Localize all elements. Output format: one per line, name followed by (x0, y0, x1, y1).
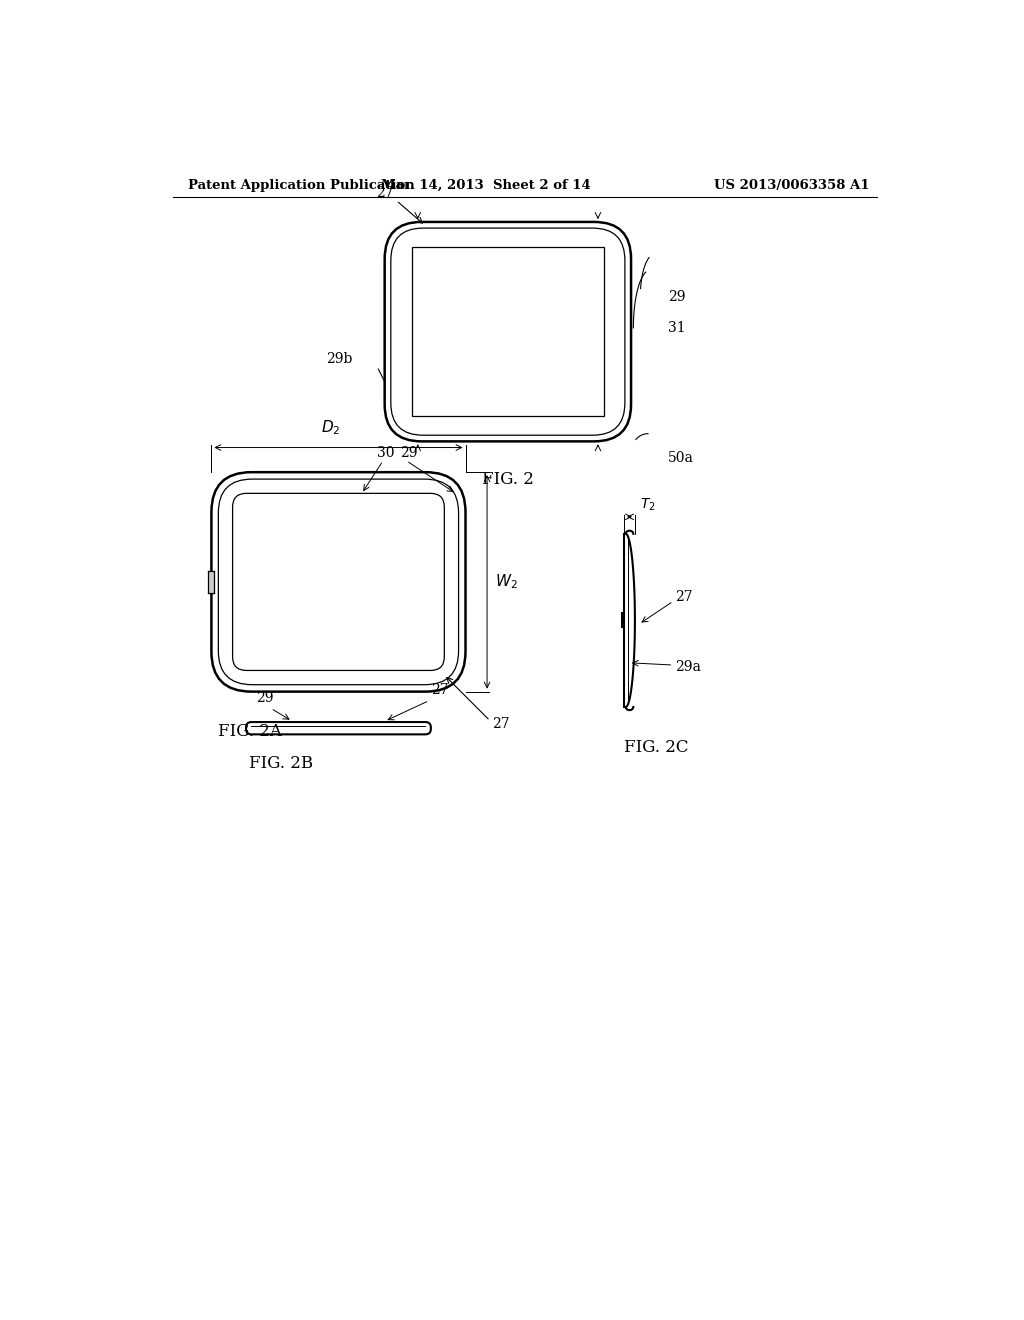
Text: US 2013/0063358 A1: US 2013/0063358 A1 (715, 178, 869, 191)
Text: 27: 27 (493, 717, 510, 731)
Text: Patent Application Publication: Patent Application Publication (188, 178, 415, 191)
Text: 31: 31 (668, 321, 686, 335)
Bar (412, 247, 604, 416)
Text: 30: 30 (377, 446, 394, 459)
Text: $W_2$: $W_2$ (495, 573, 517, 591)
Text: 29: 29 (668, 290, 685, 304)
Text: 27: 27 (376, 186, 393, 199)
FancyBboxPatch shape (246, 722, 431, 734)
Bar (208, 572, 214, 593)
Text: 27: 27 (675, 590, 692, 605)
Text: 29a: 29a (675, 660, 700, 673)
Text: FIG. 2A: FIG. 2A (218, 723, 282, 741)
Text: FIG. 2: FIG. 2 (482, 471, 534, 488)
Text: $D_2$: $D_2$ (322, 418, 340, 437)
Text: 27: 27 (431, 684, 449, 697)
Text: FIG. 2C: FIG. 2C (625, 739, 689, 755)
FancyBboxPatch shape (211, 473, 466, 692)
Text: 29: 29 (257, 692, 274, 705)
Bar (240, 498, 437, 508)
Text: 29: 29 (400, 446, 418, 459)
Text: Mar. 14, 2013  Sheet 2 of 14: Mar. 14, 2013 Sheet 2 of 14 (381, 178, 591, 191)
Bar (240, 656, 437, 667)
Text: 29b: 29b (326, 351, 352, 366)
Text: FIG. 2B: FIG. 2B (249, 755, 312, 772)
Text: $T_2$: $T_2$ (640, 496, 656, 513)
FancyBboxPatch shape (391, 228, 625, 436)
FancyBboxPatch shape (232, 494, 444, 671)
Text: 50a: 50a (668, 451, 694, 466)
FancyBboxPatch shape (385, 222, 631, 441)
FancyBboxPatch shape (218, 479, 459, 685)
